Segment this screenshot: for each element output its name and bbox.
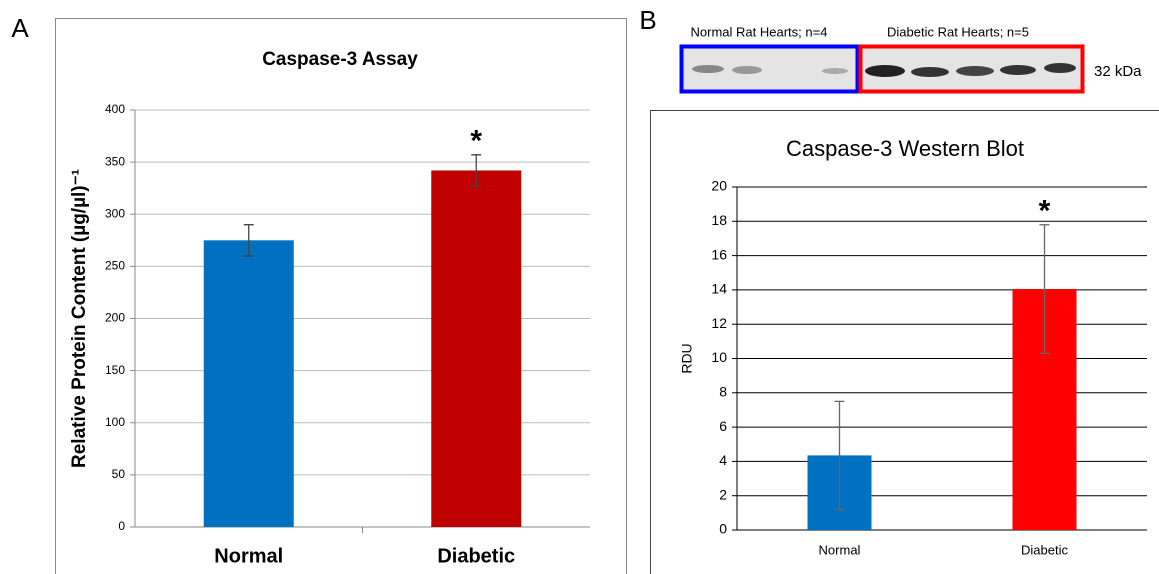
band: [822, 68, 848, 74]
band: [692, 65, 724, 73]
band: [1000, 65, 1036, 75]
y-tick-label: 20: [711, 178, 727, 194]
y-tick-label: 0: [118, 519, 125, 533]
bar: [431, 170, 521, 527]
blot-size-label: 32 kDa: [1094, 63, 1142, 80]
y-tick-label: 250: [105, 259, 125, 273]
x-tick-label: Diabetic: [437, 545, 515, 567]
y-tick-label: 8: [719, 384, 727, 400]
band: [1044, 63, 1076, 73]
band: [865, 65, 905, 77]
y-tick-label: 4: [719, 452, 727, 468]
panel-label: B: [639, 5, 656, 35]
bar: [204, 240, 294, 527]
y-tick-label: 6: [719, 418, 727, 434]
y-tick-label: 150: [105, 363, 125, 377]
y-tick-label: 200: [105, 311, 125, 325]
figure: A B Normal Rat Hearts; n=4 Diabetic Rat …: [0, 0, 1159, 574]
significance-marker: *: [1039, 195, 1051, 228]
chart-title: Caspase-3 Western Blot: [786, 136, 1024, 161]
y-axis-label: RDU: [679, 343, 695, 373]
y-tick-label: 50: [112, 467, 126, 481]
y-tick-label: 14: [711, 281, 727, 297]
y-tick-label: 300: [105, 206, 125, 220]
significance-marker: *: [470, 125, 482, 158]
y-tick-label: 10: [711, 349, 727, 365]
y-tick-label: 2: [719, 486, 727, 502]
band: [911, 67, 949, 77]
x-tick-label: Normal: [819, 542, 861, 557]
y-tick-label: 400: [105, 102, 125, 116]
blot: Normal Rat Hearts; n=4 Diabetic Rat Hear…: [680, 24, 1142, 92]
y-tick-label: 100: [105, 415, 125, 429]
y-axis-label: Relative Protein Content (µg/µl)⁻¹: [69, 169, 90, 468]
chart-frame: [56, 19, 627, 574]
chart-title: Caspase-3 Assay: [262, 49, 418, 70]
band: [956, 66, 994, 76]
y-tick-label: 16: [711, 246, 727, 262]
y-tick-label: 18: [711, 212, 727, 228]
x-tick-label: Diabetic: [1021, 542, 1068, 557]
y-tick-label: 0: [719, 521, 727, 537]
y-tick-label: 350: [105, 154, 125, 168]
blot-group-label: Diabetic Rat Hearts; n=5: [887, 24, 1029, 39]
x-tick-label: Normal: [214, 545, 283, 567]
panel-label: A: [11, 13, 29, 43]
blot-group-label: Normal Rat Hearts; n=4: [691, 24, 828, 39]
y-tick-label: 12: [711, 315, 727, 331]
band: [732, 66, 762, 74]
